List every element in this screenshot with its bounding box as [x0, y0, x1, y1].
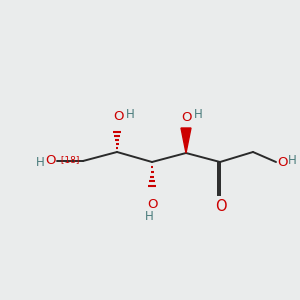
Text: O: O	[215, 199, 227, 214]
Polygon shape	[181, 128, 191, 153]
Text: H: H	[126, 109, 135, 122]
Text: O: O	[147, 198, 157, 211]
Text: H: H	[288, 154, 297, 167]
Text: O: O	[277, 155, 287, 169]
Text: O: O	[46, 154, 56, 167]
Text: O: O	[181, 111, 191, 124]
Text: [18]: [18]	[58, 155, 80, 164]
Text: H: H	[194, 107, 203, 121]
Text: H: H	[36, 155, 45, 169]
Text: O: O	[113, 110, 123, 123]
Text: H: H	[145, 210, 153, 223]
